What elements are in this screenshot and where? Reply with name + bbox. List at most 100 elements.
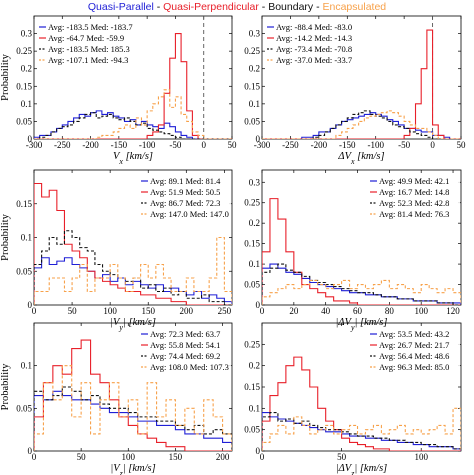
histogram-quasi-parallel <box>34 110 232 139</box>
y-tick-label: 0 <box>256 134 261 144</box>
x-tick-label: 40 <box>321 306 331 316</box>
histogram-boundary <box>262 412 461 451</box>
histogram-boundary <box>34 112 232 139</box>
series-group <box>34 33 232 139</box>
y-tick-label: 0.05 <box>16 116 32 126</box>
x-tick-label: 80 <box>385 306 395 316</box>
stats-box <box>139 175 231 221</box>
stats-text: Avg: 52.3 Med: 42.8 <box>379 198 449 208</box>
histogram-quasi-perpendicular <box>262 29 461 139</box>
x-tick-label: -250 <box>282 140 299 150</box>
x-tick-label: 150 <box>141 306 155 316</box>
x-tick-label: 0 <box>201 140 206 150</box>
y-axis-label: Probability <box>0 363 11 410</box>
stats-text: Avg: -88.4 Med: -83.0 <box>276 22 352 32</box>
x-axis-label: Vx [km/s] <box>113 151 153 166</box>
x-tick-label: 120 <box>446 306 460 316</box>
legend-separator: - <box>313 1 323 13</box>
x-tick-label: 200 <box>180 306 194 316</box>
histogram-boundary <box>34 230 232 305</box>
stats-text: Avg: 81.4 Med: 76.3 <box>379 209 449 219</box>
x-tick-label: -250 <box>54 140 71 150</box>
x-tick-label: -300 <box>254 140 271 150</box>
x-tick-label: -150 <box>111 140 128 150</box>
y-tick-label: 0 <box>256 446 261 456</box>
y-tick-label: 0.05 <box>16 403 32 413</box>
x-axis-label: |ΔVz| [km/s] <box>336 463 388 475</box>
stats-box <box>368 328 460 374</box>
stats-text: Avg: -107.1 Med: -94.3 <box>48 55 128 65</box>
panel-1: -300 -250 -200 -150 -100 -50 0 50 0 0.05 0.1 0.15 0.… <box>0 15 237 166</box>
x-tick-label: 20 <box>289 306 299 316</box>
x-tick-label: 60 <box>353 306 363 316</box>
y-tick-label: 0.15 <box>16 199 32 209</box>
x-tick-label: 50 <box>77 452 87 462</box>
y-tick-label: 0.1 <box>21 361 32 371</box>
stats-box <box>139 328 231 374</box>
stats-text: Avg: 86.7 Med: 72.3 <box>150 198 220 208</box>
y-tick-label: 0.25 <box>244 198 260 208</box>
histogram-encapsulated <box>34 89 232 139</box>
x-tick-label: 100 <box>122 452 136 462</box>
legend-separator: - <box>153 1 164 13</box>
x-tick-label: 200 <box>216 452 230 462</box>
y-tick-label: 0.15 <box>244 81 260 91</box>
x-tick-label: 50 <box>68 306 78 316</box>
y-axis-label: Probability <box>0 53 11 100</box>
legend-separator: - <box>258 1 269 13</box>
y-tick-label: 0.2 <box>249 64 260 74</box>
y-tick-label: 0.25 <box>244 339 260 349</box>
x-tick-label: 100 <box>414 452 428 462</box>
y-tick-label: 0.05 <box>244 116 260 126</box>
y-tick-label: 0 <box>28 446 33 456</box>
stats-box <box>368 175 460 221</box>
x-tick-label: -200 <box>311 140 328 150</box>
stats-text: Avg: -37.0 Med: -33.7 <box>276 55 352 65</box>
y-tick-label: 0 <box>28 300 33 310</box>
y-tick-label: 0.2 <box>249 218 260 228</box>
stats-text: Avg: 89.1 Med: 81.4 <box>150 176 221 186</box>
histogram-encapsulated <box>262 407 461 451</box>
histogram-quasi-perpendicular <box>34 33 232 139</box>
y-tick-label: 0.25 <box>16 46 32 56</box>
y-tick-label: 0.1 <box>21 99 32 109</box>
stats-box <box>265 21 357 67</box>
series-group <box>262 29 461 139</box>
y-tick-label: 0.05 <box>16 266 32 276</box>
legend-item-quasi-perpendicular: Quasi-Perpendicular <box>163 1 259 13</box>
legend-item-encapsulated: Encapsulated <box>322 1 387 13</box>
y-tick-label: 0.05 <box>244 280 260 290</box>
stats-text: Avg: 53.5 Med: 43.2 <box>379 329 449 339</box>
y-tick-label: 0.15 <box>244 382 260 392</box>
histogram-boundary <box>262 110 461 139</box>
x-tick-label: 0 <box>430 140 435 150</box>
stats-text: Avg: 96.3 Med: 85.0 <box>379 362 449 372</box>
figure-legend: Quasi-Parallel - Quasi-Perpendicular - B… <box>0 0 474 14</box>
x-tick-label: 0 <box>32 452 37 462</box>
stats-text: Avg: 51.9 Med: 50.5 <box>150 187 220 197</box>
x-tick-label: -200 <box>82 140 99 150</box>
x-tick-label: -50 <box>398 140 410 150</box>
y-axis-label: Probability <box>0 213 11 260</box>
y-tick-label: 0 <box>256 300 261 310</box>
series-group <box>262 198 461 305</box>
histogram-quasi-perpendicular <box>262 356 461 451</box>
histogram-quasi-perpendicular <box>262 198 461 305</box>
x-tick-label: 150 <box>169 452 183 462</box>
y-tick-label: 0.2 <box>249 361 260 371</box>
stats-text: Avg: 72.3 Med: 63.7 <box>150 329 220 339</box>
panel-2: -300 -250 -200 -150 -100 -50 0 50 0 0.05 0.1 0.15 0.… <box>244 15 466 166</box>
x-tick-label: 50 <box>337 452 347 462</box>
stats-text: Avg: 147.0 Med: 147.0 <box>150 209 229 219</box>
x-tick-label: 0 <box>32 306 37 316</box>
y-tick-label: 0.1 <box>21 233 32 243</box>
stats-text: Avg: -183.5 Med: 185.3 <box>48 44 130 54</box>
y-tick-label: 0.1 <box>249 403 260 413</box>
histogram-encapsulated <box>262 279 461 305</box>
y-tick-label: 0.15 <box>16 81 32 91</box>
x-tick-label: -150 <box>339 140 356 150</box>
histogram-encapsulated <box>34 236 232 305</box>
x-tick-label: 250 <box>218 306 232 316</box>
panel-6: 0 50 100 0 0.05 0.1 0.15 0.2 0.25 Avg: 53.5 Med: … <box>244 322 462 475</box>
